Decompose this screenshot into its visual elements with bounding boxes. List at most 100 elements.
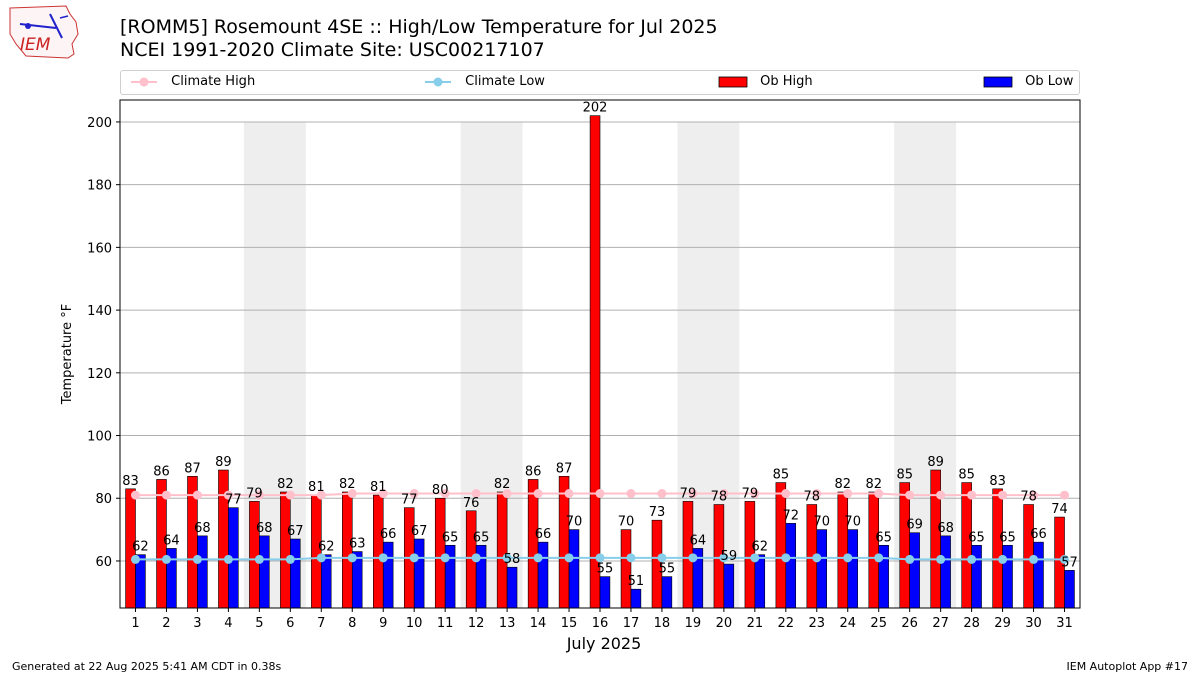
ob-low-bar xyxy=(382,541,394,609)
ob-low-bar xyxy=(630,588,642,609)
climate-low-point xyxy=(1029,554,1039,564)
legend-climate-low: Climate Low xyxy=(423,74,545,89)
plot-frame xyxy=(119,99,1081,609)
weekend-shade xyxy=(243,121,306,608)
ob-high-label: 89 xyxy=(927,455,944,470)
ob-low-label: 70 xyxy=(813,515,830,530)
x-tick-label: 7 xyxy=(317,616,325,631)
x-tick-label: 21 xyxy=(747,616,764,631)
ob-high-label: 89 xyxy=(215,455,232,470)
x-tick-label: 20 xyxy=(716,616,733,631)
climate-low-point xyxy=(347,553,357,563)
climate-high-point xyxy=(533,489,543,499)
ob-low-bar xyxy=(537,541,549,609)
y-tick-label: 200 xyxy=(87,116,112,131)
ob-high-label: 85 xyxy=(958,468,975,483)
ob-high-label: 77 xyxy=(401,493,418,508)
x-tick-label: 31 xyxy=(1056,616,1073,631)
ob-low-label: 62 xyxy=(132,540,149,555)
ob-high-label: 202 xyxy=(583,101,608,116)
ob-high-bar xyxy=(496,491,508,609)
ob-low-label: 69 xyxy=(906,518,923,533)
y-tick-label: 160 xyxy=(87,241,112,256)
climate-low-point xyxy=(843,553,853,563)
climate-low-point xyxy=(254,554,264,564)
climate-high-point xyxy=(626,489,636,499)
climate-high-point xyxy=(409,489,419,499)
x-tick-label: 12 xyxy=(468,616,485,631)
legend-label: Climate High xyxy=(171,74,256,89)
chart-title: [ROMM5] Rosemount 4SE :: High/Low Temper… xyxy=(120,16,718,38)
climate-high-line xyxy=(135,492,1065,497)
x-tick-label: 3 xyxy=(193,616,201,631)
ob-high-bar xyxy=(899,482,910,609)
x-tick-label: 4 xyxy=(224,616,232,631)
ob-low-bar xyxy=(506,566,518,609)
ob-low-label: 68 xyxy=(194,521,211,536)
iem-logo: IEM xyxy=(6,4,82,60)
climate-low-point xyxy=(192,554,202,564)
climate-high-point xyxy=(595,489,605,499)
ob-high-label: 82 xyxy=(494,477,511,492)
ob-high-bar xyxy=(465,510,477,609)
x-tick-label: 30 xyxy=(1025,616,1042,631)
ob-low-label: 72 xyxy=(782,508,799,523)
climate-low-point xyxy=(781,553,791,563)
ob-low-bar xyxy=(754,554,766,609)
climate-low-point xyxy=(316,553,326,563)
ob-high-bar xyxy=(775,482,787,609)
ob-low-bar xyxy=(228,507,239,609)
ob-high-label: 79 xyxy=(246,486,263,501)
climate-low-point xyxy=(130,554,140,564)
ob-low-label: 51 xyxy=(628,574,645,589)
weekend-shade xyxy=(460,121,523,608)
climate-high-point xyxy=(347,489,357,499)
bars xyxy=(125,115,1075,609)
iem-logo-graphic: IEM xyxy=(9,5,79,59)
climate-low-point xyxy=(874,553,884,563)
ob-high-bar xyxy=(342,491,353,609)
x-tick-label: 25 xyxy=(870,616,887,631)
ob-high-bar xyxy=(806,504,818,609)
y-tick-label: 120 xyxy=(87,367,112,382)
ob-high-bar xyxy=(620,529,632,609)
x-tick-label: 5 xyxy=(255,616,263,631)
ob-low-label: 64 xyxy=(163,533,180,548)
ob-high-label: 83 xyxy=(989,474,1006,489)
ob-low-label: 55 xyxy=(597,562,614,577)
ob-high-label: 87 xyxy=(556,461,573,476)
ob-high-label: 81 xyxy=(370,480,387,495)
ob-low-bar xyxy=(259,535,270,609)
weekend-shading xyxy=(243,121,957,608)
ob-high-bar xyxy=(1023,504,1034,609)
ob-low-label: 58 xyxy=(504,552,521,567)
ob-high-label: 85 xyxy=(896,468,913,483)
legend-label: Ob High xyxy=(760,74,813,89)
ob-low-bar xyxy=(290,538,301,609)
ob-high-label: 78 xyxy=(711,490,728,505)
x-tick-label: 16 xyxy=(592,616,609,631)
climate-low-point xyxy=(285,554,295,564)
climate-high-point xyxy=(378,489,388,499)
climate-high-point xyxy=(440,489,450,499)
climate-low-point xyxy=(595,553,605,563)
x-tick-label: 22 xyxy=(778,616,795,631)
legend-ob-high: Ob High xyxy=(718,74,813,89)
climate-low-point xyxy=(905,554,915,564)
climate-high-point xyxy=(223,490,233,500)
ob-high-label: 81 xyxy=(308,480,325,495)
ob-high-label: 85 xyxy=(773,468,790,483)
y-tick-label: 80 xyxy=(95,492,112,507)
climate-high-point xyxy=(812,489,822,499)
x-tick-label: 8 xyxy=(348,616,356,631)
ob-low-bar xyxy=(847,529,858,609)
ob-low-label: 65 xyxy=(968,530,985,545)
ob-low-label: 68 xyxy=(256,521,273,536)
ob-low-bar xyxy=(909,532,920,609)
climate-low-point xyxy=(533,553,543,563)
ob-high-bar xyxy=(713,504,725,609)
climate-low-point xyxy=(998,554,1008,564)
ob-high-label: 87 xyxy=(184,461,201,476)
climate-low-point xyxy=(564,553,574,563)
